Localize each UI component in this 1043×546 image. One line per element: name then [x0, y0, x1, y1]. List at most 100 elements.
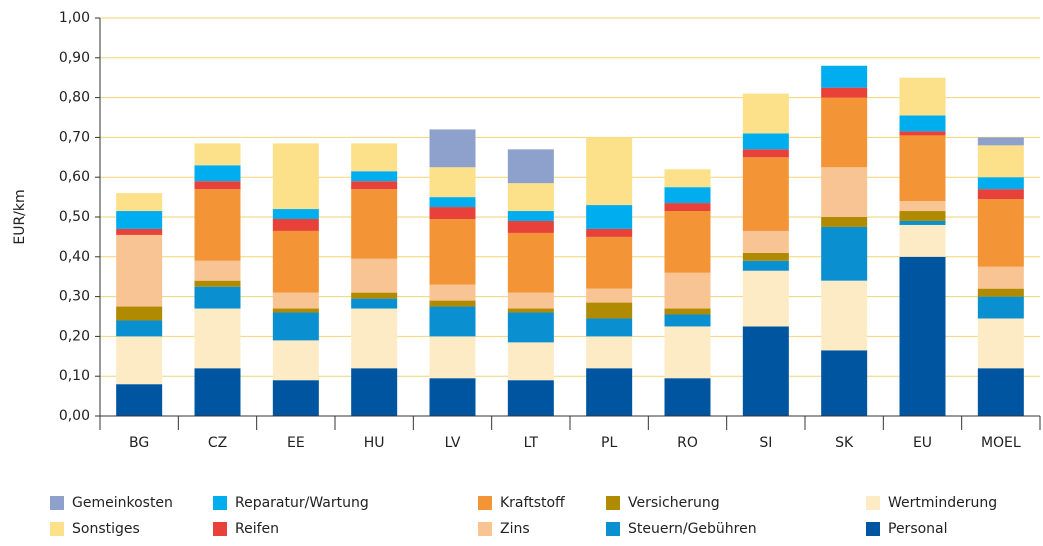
- x-tick-label: EU: [913, 435, 932, 451]
- bar-segment: [664, 272, 711, 309]
- legend-swatch: [478, 496, 492, 510]
- bar-segment: [429, 167, 476, 198]
- bar-segment: [429, 197, 476, 208]
- bar-segment: [821, 87, 868, 98]
- bar-segment: [507, 380, 554, 416]
- bar-segment: [742, 149, 789, 158]
- bar-segment: [742, 230, 789, 253]
- bar-segment: [116, 234, 163, 307]
- legend-swatch: [606, 496, 620, 510]
- bar-segment: [977, 266, 1024, 289]
- bar-segment: [429, 378, 476, 416]
- bar-segment: [977, 368, 1024, 416]
- bar-segment: [507, 232, 554, 293]
- bar-segment: [586, 336, 633, 369]
- y-tick-label: 0,00: [59, 408, 90, 424]
- bar-segment: [977, 177, 1024, 190]
- bar-segment: [664, 314, 711, 327]
- legend-label: Steuern/Gebühren: [628, 521, 757, 537]
- bar-segment: [821, 350, 868, 416]
- bar-segment: [116, 211, 163, 229]
- x-tick-label: HU: [364, 435, 385, 451]
- bar-segment: [194, 368, 241, 416]
- bar-segment: [272, 209, 319, 219]
- y-tick-label: 0,90: [59, 50, 90, 66]
- bar-segment: [272, 218, 319, 231]
- bar-segment: [272, 312, 319, 341]
- bar-segment: [272, 340, 319, 381]
- bar-segment: [507, 292, 554, 309]
- x-tick-label: LT: [524, 435, 539, 451]
- legend-swatch: [50, 522, 64, 536]
- bar-segment: [116, 306, 163, 321]
- bar-segment: [272, 230, 319, 293]
- bar-segment: [899, 201, 946, 212]
- bar-segment: [821, 280, 868, 351]
- bar-segment: [507, 183, 554, 212]
- legend-label: Gemeinkosten: [72, 495, 173, 511]
- bar-segment: [899, 220, 946, 225]
- bar-segment: [977, 189, 1024, 200]
- x-tick-label: MOEL: [981, 435, 1021, 451]
- bar-segment: [977, 288, 1024, 297]
- x-tick-label: LV: [445, 435, 461, 451]
- bar-segment: [272, 308, 319, 313]
- bar-segment: [272, 143, 319, 210]
- bar-segment: [586, 137, 633, 206]
- bar-segment: [507, 342, 554, 381]
- bar-segment: [899, 211, 946, 221]
- bar-segment: [116, 336, 163, 385]
- bar-segment: [116, 384, 163, 416]
- bar-segment: [351, 298, 398, 309]
- bar-segment: [586, 228, 633, 237]
- bar-segment: [351, 181, 398, 190]
- bar-segment: [977, 145, 1024, 178]
- bar-segment: [429, 300, 476, 307]
- legend-label: Sonstiges: [72, 521, 140, 537]
- bar-segment: [821, 217, 868, 227]
- bar-segment: [116, 228, 163, 235]
- bar-segment: [586, 205, 633, 229]
- bar-segment: [116, 193, 163, 212]
- bar-segment: [586, 368, 633, 416]
- legend-label: Reifen: [235, 521, 279, 537]
- bar-segment: [351, 258, 398, 293]
- bar-segment: [507, 149, 554, 184]
- bar-segment: [664, 211, 711, 273]
- bar-segment: [977, 199, 1024, 267]
- bar-segment: [899, 115, 946, 132]
- bar-segment: [899, 224, 946, 257]
- legend-swatch: [478, 522, 492, 536]
- bar-segment: [351, 143, 398, 172]
- bar-segment: [194, 260, 241, 281]
- bar-segment: [429, 129, 476, 168]
- bar-segment: [429, 306, 476, 337]
- bar-segment: [664, 308, 711, 315]
- x-tick-label: CZ: [208, 435, 227, 451]
- bar-segment: [351, 189, 398, 259]
- bar-segment: [586, 288, 633, 303]
- legend-swatch: [50, 496, 64, 510]
- bar-segment: [899, 77, 946, 116]
- x-tick-label: EE: [287, 435, 305, 451]
- legend-label: Kraftstoff: [500, 495, 565, 511]
- bar-segment: [507, 308, 554, 313]
- y-tick-label: 0,50: [59, 209, 90, 225]
- bar-segment: [899, 256, 946, 416]
- bar-segment: [821, 65, 868, 88]
- y-axis-label: EUR/km: [12, 189, 28, 244]
- bar-segment: [899, 131, 946, 136]
- bar-segment: [742, 252, 789, 261]
- legend-label: Wertminderung: [888, 495, 997, 511]
- bar-segment: [742, 270, 789, 327]
- y-tick-label: 0,10: [59, 368, 90, 384]
- bar-segment: [351, 171, 398, 182]
- y-tick-label: 0,30: [59, 289, 90, 305]
- bar-segment: [821, 167, 868, 217]
- bar-segment: [194, 181, 241, 190]
- bar-segment: [194, 143, 241, 166]
- bar-segment: [742, 326, 789, 416]
- bar-segment: [507, 312, 554, 343]
- x-tick-label: SI: [759, 435, 772, 451]
